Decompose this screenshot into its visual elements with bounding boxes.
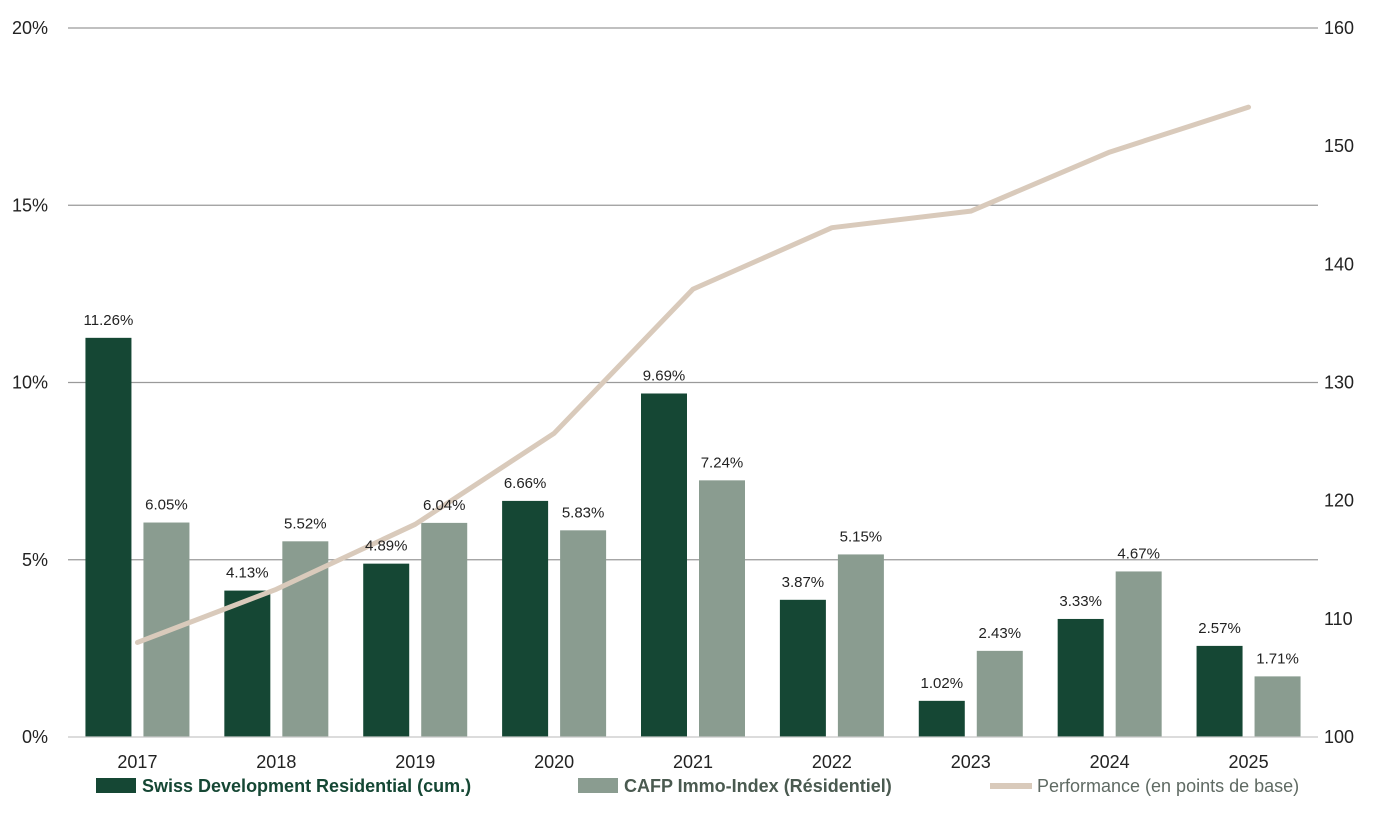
bar-swiss-development-2024 xyxy=(1057,618,1104,737)
x-axis-tick-label: 2017 xyxy=(117,752,157,772)
data-label-swiss-development-2018: 4.13% xyxy=(226,565,269,582)
x-axis-tick-label: 2018 xyxy=(256,752,296,772)
right-axis-tick-label: 100 xyxy=(1324,727,1354,747)
data-label-swiss-development-2023: 1.02% xyxy=(921,675,964,692)
bar-cafp-immo-index-2025 xyxy=(1254,676,1301,737)
bar-swiss-development-2020 xyxy=(502,500,549,737)
bar-labels: 11.26% 6.05% 4.13% 5.52% 4.89% 6.04% 6.66% 5.83… xyxy=(84,312,1299,692)
data-label-swiss-development-2024: 3.33% xyxy=(1059,593,1102,610)
performance-line-group xyxy=(134,104,1252,645)
gridlines xyxy=(68,27,1318,561)
data-label-cafp-immo-index-2020: 5.83% xyxy=(562,504,605,521)
x-axis-tick-label: 2022 xyxy=(812,752,852,772)
x-axis-tick-label: 2025 xyxy=(1229,752,1269,772)
x-axis-tick-label: 2023 xyxy=(951,752,991,772)
data-label-swiss-development-2025: 2.57% xyxy=(1198,620,1241,637)
x-axis: 2017 2018 2019 2020 2021 2022 2023 2024 2025 xyxy=(68,736,1318,772)
bar-cafp-immo-index-2022 xyxy=(837,554,884,737)
data-label-cafp-immo-index-2021: 7.24% xyxy=(701,454,744,471)
legend-swatch-swiss-development xyxy=(96,778,136,793)
legend-label-cafp-immo-index: CAFP Immo-Index (Résidentiel) xyxy=(624,776,892,796)
bar-cafp-immo-index-2021 xyxy=(699,480,745,737)
data-label-cafp-immo-index-2018: 5.52% xyxy=(284,515,327,532)
legend: Swiss Development Residential (cum.) CAF… xyxy=(96,776,1299,796)
left-axis-tick-label: 10% xyxy=(12,373,48,393)
bars xyxy=(85,337,1301,737)
legend-label-performance: Performance (en points de base) xyxy=(1037,776,1299,796)
bar-cafp-immo-index-2023 xyxy=(976,650,1023,737)
x-axis-tick-label: 2021 xyxy=(673,752,713,772)
bar-swiss-development-2021 xyxy=(641,393,687,737)
right-axis-tick-label: 130 xyxy=(1324,373,1354,393)
x-axis-tick-label: 2019 xyxy=(395,752,435,772)
bar-cafp-immo-index-2020 xyxy=(560,530,607,737)
right-axis-tick-label: 140 xyxy=(1324,254,1354,274)
data-label-cafp-immo-index-2017: 6.05% xyxy=(145,497,188,514)
left-axis-tick-label: 20% xyxy=(12,18,48,38)
data-label-swiss-development-2022: 3.87% xyxy=(782,574,825,591)
right-axis-tick-label: 120 xyxy=(1324,491,1354,511)
data-label-cafp-immo-index-2024: 4.67% xyxy=(1117,545,1160,562)
data-label-swiss-development-2017: 11.26% xyxy=(84,312,134,329)
data-label-swiss-development-2021: 9.69% xyxy=(643,367,686,384)
right-axis-tick-label: 110 xyxy=(1324,609,1353,629)
bar-swiss-development-2017 xyxy=(85,337,132,737)
data-label-cafp-immo-index-2019: 6.04% xyxy=(423,497,466,514)
data-label-swiss-development-2019: 4.89% xyxy=(365,538,408,555)
legend-swatch-cafp-immo-index xyxy=(578,778,618,793)
bar-swiss-development-2018 xyxy=(224,590,271,737)
bar-cafp-immo-index-2019 xyxy=(421,522,468,737)
left-axis-tick-label: 15% xyxy=(12,195,48,215)
bar-cafp-immo-index-2024 xyxy=(1115,571,1162,737)
right-axis: 100 110 120 130 140 150 160 xyxy=(1324,18,1354,747)
bar-swiss-development-2023 xyxy=(918,700,965,737)
left-axis-tick-label: 0% xyxy=(22,727,48,747)
bar-swiss-development-2019 xyxy=(363,563,410,737)
bar-swiss-development-2025 xyxy=(1196,645,1243,737)
data-label-swiss-development-2020: 6.66% xyxy=(504,475,547,492)
data-label-cafp-immo-index-2025: 1.71% xyxy=(1256,650,1299,667)
bar-swiss-development-2022 xyxy=(779,599,826,737)
data-label-cafp-immo-index-2022: 5.15% xyxy=(840,528,883,545)
right-axis-tick-label: 160 xyxy=(1324,18,1354,38)
right-axis-tick-label: 150 xyxy=(1324,136,1354,156)
left-axis: 0% 5% 10% 15% 20% xyxy=(12,18,48,747)
left-axis-tick-label: 5% xyxy=(22,550,48,570)
x-axis-tick-label: 2024 xyxy=(1090,752,1130,772)
data-label-cafp-immo-index-2023: 2.43% xyxy=(979,625,1022,642)
legend-label-swiss-development: Swiss Development Residential (cum.) xyxy=(142,776,471,796)
performance-line xyxy=(134,104,1252,645)
x-axis-tick-label: 2020 xyxy=(534,752,574,772)
